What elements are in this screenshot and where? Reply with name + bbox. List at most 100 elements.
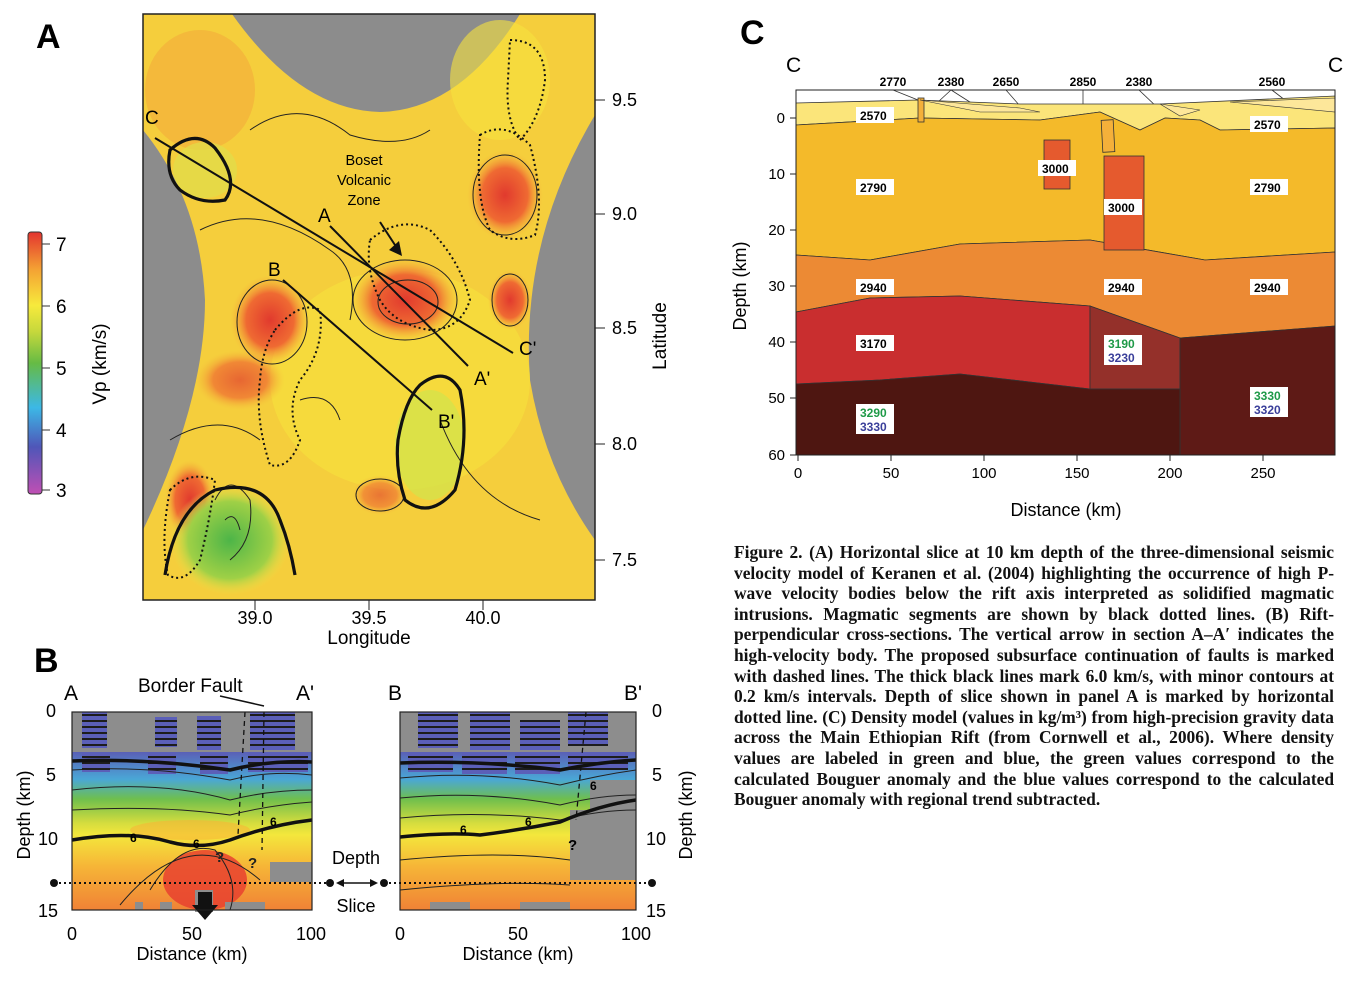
svg-text:9.5: 9.5 bbox=[612, 90, 637, 110]
latitude-label: Latitude bbox=[650, 302, 671, 370]
line-label-c: C bbox=[145, 108, 159, 129]
svg-text:2940: 2940 bbox=[860, 281, 887, 295]
svg-text:3330: 3330 bbox=[860, 420, 887, 434]
svg-text:50: 50 bbox=[182, 924, 202, 944]
profile-c-left: C bbox=[786, 54, 801, 77]
section-a-xlabel: Distance (km) bbox=[136, 944, 247, 964]
svg-text:5: 5 bbox=[46, 765, 56, 785]
section-b-b-prime: 6 6 6 ? bbox=[399, 711, 637, 911]
svg-text:250: 250 bbox=[1250, 465, 1275, 482]
velocity-map: C A B C' A' B' Boset Volcanic Zone bbox=[142, 13, 596, 601]
density-model: 2570 2570 3000 3000 2790 2790 2940 2940 … bbox=[795, 89, 1336, 456]
svg-text:40.0: 40.0 bbox=[465, 608, 500, 628]
svg-text:2940: 2940 bbox=[1108, 281, 1135, 295]
colorbar-ticks: 7 6 5 4 3 bbox=[42, 235, 67, 502]
section-b-right: B' bbox=[624, 682, 642, 705]
density-xlabel: Distance (km) bbox=[1010, 500, 1121, 520]
line-label-b: B bbox=[268, 260, 281, 281]
svg-text:6: 6 bbox=[525, 815, 532, 829]
svg-text:200: 200 bbox=[1157, 465, 1182, 482]
svg-text:50: 50 bbox=[883, 465, 900, 482]
svg-text:150: 150 bbox=[1064, 465, 1089, 482]
svg-text:3190: 3190 bbox=[1108, 337, 1135, 351]
density-ylabel: Depth (km) bbox=[730, 241, 750, 330]
density-x-ticks: 0 50 100 150 200 250 bbox=[794, 455, 1276, 482]
density-y-ticks: 0 10 20 30 40 50 60 bbox=[768, 110, 796, 464]
section-a-right: A' bbox=[296, 682, 314, 705]
caption-text: (A) Horizontal slice at 10 km depth of t… bbox=[734, 542, 1334, 810]
caption-lead: Figure 2. bbox=[734, 542, 803, 562]
svg-text:50: 50 bbox=[508, 924, 528, 944]
svg-text:2560: 2560 bbox=[1259, 75, 1286, 89]
line-label-b-prime: B' bbox=[438, 412, 454, 433]
svg-text:5: 5 bbox=[652, 765, 662, 785]
border-fault-label: Border Fault bbox=[138, 676, 243, 697]
svg-text:6: 6 bbox=[270, 815, 277, 829]
svg-text:2850: 2850 bbox=[1070, 75, 1097, 89]
colorbar bbox=[27, 231, 43, 495]
svg-text:2790: 2790 bbox=[1254, 181, 1281, 195]
figure-caption: Figure 2. (A) Horizontal slice at 10 km … bbox=[734, 542, 1334, 810]
section-b-left: B bbox=[388, 682, 402, 705]
svg-text:8.0: 8.0 bbox=[612, 434, 637, 454]
svg-text:0: 0 bbox=[652, 701, 662, 721]
svg-text:60: 60 bbox=[768, 447, 785, 464]
svg-text:0: 0 bbox=[46, 701, 56, 721]
profile-line-c bbox=[154, 137, 514, 354]
svg-text:?: ? bbox=[568, 837, 577, 854]
svg-text:3000: 3000 bbox=[1042, 162, 1069, 176]
section-a-ylabel: Depth (km) bbox=[14, 770, 34, 859]
boset-annotation: Boset Volcanic Zone bbox=[337, 153, 391, 209]
svg-text:50: 50 bbox=[768, 390, 785, 407]
section-a-a-prime: 6 6 6 ? ? bbox=[71, 711, 313, 920]
svg-text:2380: 2380 bbox=[1126, 75, 1153, 89]
surface-densities: 2770 2380 2650 2850 2380 2560 bbox=[880, 75, 1286, 89]
svg-text:0: 0 bbox=[794, 465, 802, 482]
svg-text:Boset: Boset bbox=[345, 153, 382, 169]
svg-text:0: 0 bbox=[67, 924, 77, 944]
svg-text:3290: 3290 bbox=[860, 406, 887, 420]
svg-text:Zone: Zone bbox=[347, 193, 380, 209]
profile-c-right: C bbox=[1328, 54, 1343, 77]
section-b-axes: 0 5 10 15 0 5 10 15 0 50 100 0 50 100 Di… bbox=[38, 701, 666, 964]
colorbar-tick: 4 bbox=[56, 421, 67, 442]
svg-text:30: 30 bbox=[768, 278, 785, 295]
svg-text:3000: 3000 bbox=[1108, 201, 1135, 215]
svg-text:2940: 2940 bbox=[1254, 281, 1281, 295]
svg-text:8.5: 8.5 bbox=[612, 318, 637, 338]
panel-label-a: A bbox=[36, 18, 61, 56]
svg-text:2380: 2380 bbox=[938, 75, 965, 89]
svg-text:6: 6 bbox=[590, 779, 597, 793]
profile-line-b bbox=[282, 279, 433, 411]
svg-text:100: 100 bbox=[296, 924, 326, 944]
svg-text:2570: 2570 bbox=[1254, 118, 1281, 132]
svg-text:?: ? bbox=[215, 849, 224, 866]
svg-text:3330: 3330 bbox=[1254, 389, 1281, 403]
high-velocity-arrow bbox=[192, 892, 218, 920]
svg-text:6: 6 bbox=[130, 831, 137, 845]
line-label-c-prime: C' bbox=[519, 339, 536, 360]
svg-text:10: 10 bbox=[646, 829, 666, 849]
depth-label: Depth bbox=[332, 848, 380, 868]
latitude-ticks: 9.5 9.0 8.5 8.0 7.5 bbox=[595, 90, 637, 570]
svg-text:2650: 2650 bbox=[993, 75, 1020, 89]
svg-text:0: 0 bbox=[777, 110, 785, 127]
svg-text:20: 20 bbox=[768, 222, 785, 239]
svg-text:3320: 3320 bbox=[1254, 403, 1281, 417]
longitude-label: Longitude bbox=[327, 628, 410, 649]
svg-text:9.0: 9.0 bbox=[612, 204, 637, 224]
longitude-ticks: 39.0 39.5 40.0 bbox=[237, 600, 501, 628]
svg-text:Volcanic: Volcanic bbox=[337, 173, 391, 189]
slice-label: Slice bbox=[336, 896, 375, 916]
svg-text:?: ? bbox=[248, 855, 257, 872]
svg-text:2770: 2770 bbox=[880, 75, 907, 89]
svg-text:3170: 3170 bbox=[860, 337, 887, 351]
panel-label-b: B bbox=[34, 642, 59, 680]
line-label-a-prime: A' bbox=[474, 369, 490, 390]
svg-text:100: 100 bbox=[971, 465, 996, 482]
section-a-left: A bbox=[64, 682, 78, 705]
svg-text:3230: 3230 bbox=[1108, 351, 1135, 365]
section-b-ylabel: Depth (km) bbox=[676, 770, 696, 859]
svg-text:6: 6 bbox=[193, 837, 200, 851]
